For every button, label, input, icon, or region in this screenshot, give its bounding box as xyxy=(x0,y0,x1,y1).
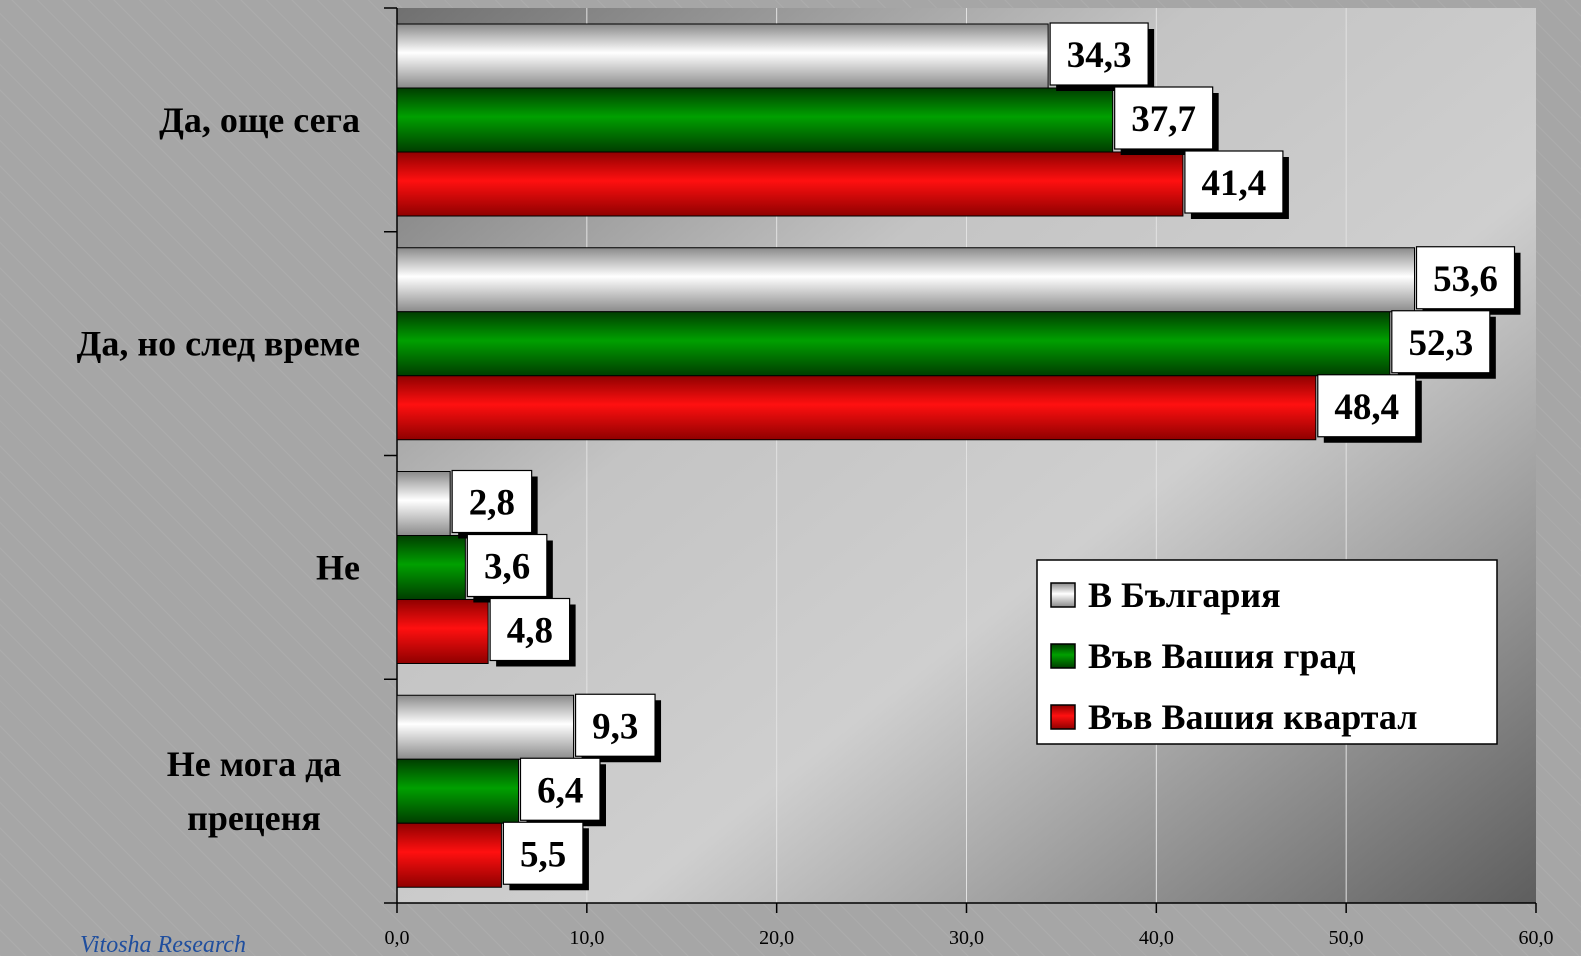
x-tick-label: 60,0 xyxy=(1519,927,1554,949)
category-label: Да, но след време xyxy=(77,324,360,364)
data-label-box xyxy=(574,693,656,757)
bar xyxy=(396,694,575,760)
data-label: 48,4 xyxy=(1334,387,1399,428)
x-tick-label: 30,0 xyxy=(949,927,984,949)
bar xyxy=(396,822,502,888)
bar xyxy=(396,471,451,536)
x-tick-label: 40,0 xyxy=(1139,927,1174,949)
category-label: Да, още сега xyxy=(159,100,360,140)
bar xyxy=(396,535,466,600)
legend-label: Във Вашия квартал xyxy=(1088,697,1417,737)
data-label: 6,4 xyxy=(537,770,583,811)
category-label: Не xyxy=(316,547,360,587)
x-tick-label: 0,0 xyxy=(385,927,410,949)
axes: 0,0 10,0 20,0 30,0 40,0 50,0 60,0 xyxy=(384,7,1554,949)
bar xyxy=(396,23,1049,89)
data-label-box xyxy=(1317,374,1417,438)
data-label: 41,4 xyxy=(1202,163,1267,204)
x-tick-label: 50,0 xyxy=(1329,927,1364,949)
legend-label: Във Вашия град xyxy=(1088,636,1356,676)
data-label-box xyxy=(451,469,533,534)
bar xyxy=(396,758,519,824)
bar xyxy=(396,87,1114,153)
data-label-box xyxy=(466,533,548,598)
data-label-box xyxy=(1114,86,1214,150)
data-label-box xyxy=(502,821,584,885)
bar xyxy=(396,247,1416,313)
bar xyxy=(396,599,489,664)
legend-swatch xyxy=(1050,582,1076,608)
bar xyxy=(396,311,1391,377)
data-label-box xyxy=(1184,150,1284,214)
bar xyxy=(396,375,1317,441)
bar xyxy=(396,151,1184,217)
data-label-box xyxy=(1415,246,1516,310)
x-tick-label: 20,0 xyxy=(759,927,794,949)
footer-text: Vitosha Research xyxy=(80,932,246,956)
data-label: 3,6 xyxy=(484,547,530,588)
legend-label: В България xyxy=(1088,575,1281,615)
bars xyxy=(396,23,1416,888)
legend: В България Във Вашия град Във Вашия кварта… xyxy=(1036,559,1498,745)
data-label: 2,8 xyxy=(469,483,515,524)
data-label: 4,8 xyxy=(507,611,553,652)
data-labels: 34,3 37,741,4 53,6 52,348,4 2,8 3,6 4,8 9,36,4 5… xyxy=(451,22,1521,891)
data-label-box xyxy=(1049,22,1149,86)
data-label-box xyxy=(519,757,601,821)
legend-swatch xyxy=(1050,643,1076,669)
category-labels: Да, още сега Да, но след време Не Не мога д… xyxy=(77,100,360,838)
data-label-box xyxy=(1391,310,1491,374)
data-label: 52,3 xyxy=(1408,323,1473,364)
legend-swatch xyxy=(1050,704,1076,730)
x-tick-label: 10,0 xyxy=(569,927,604,949)
category-label: Не мога да преценя xyxy=(167,744,342,838)
data-label: 34,3 xyxy=(1067,35,1132,76)
data-label-box xyxy=(489,597,571,662)
data-label: 9,3 xyxy=(592,706,638,747)
data-label: 53,6 xyxy=(1433,259,1498,300)
data-label: 5,5 xyxy=(520,834,566,875)
legend-box xyxy=(1036,559,1498,745)
data-label: 37,7 xyxy=(1131,99,1196,140)
